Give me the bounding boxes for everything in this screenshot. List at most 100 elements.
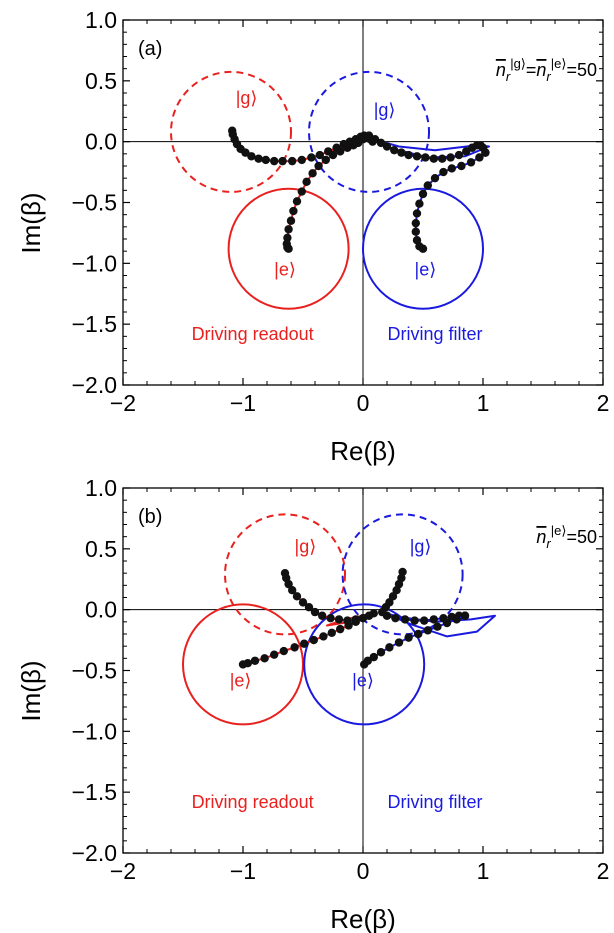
trajectory-point [284,244,293,253]
state-label-filter: |e⟩ [415,260,437,280]
trajectory-point [447,164,456,173]
trajectory-point [270,156,279,166]
trajectory-point [283,233,292,242]
dashed-circle-filter [308,70,430,193]
trajectory-point [307,153,316,162]
annotation-main-2: n [536,60,546,80]
state-label-readout: |g⟩ [295,536,317,556]
trajectory-point [319,632,328,641]
annotation-main: n [496,60,506,80]
annotation-sep: = [526,60,537,80]
trajectory-point [397,148,406,157]
parameter-annotation: nr|g⟩=nr|e⟩=50 [496,56,597,84]
trajectory-point [433,622,442,631]
y-tick-label: 0.5 [85,536,117,562]
trajectory-point [260,654,269,663]
trajectory-point [404,150,413,160]
y-axis-label: Im(β) [16,660,46,721]
x-tick-label: 0 [357,390,370,416]
trajectory-point [344,621,353,630]
x-axis-label: Re(β) [330,904,396,933]
trajectory-point [457,161,466,171]
solid-circle-filter [362,187,484,310]
solid-circle-readout [182,603,304,726]
driving-readout-label: Driving readout [192,792,314,812]
trajectory-point [454,150,464,160]
x-tick-label: 0 [357,858,370,884]
trajectory-point [308,169,317,178]
trajectory-point [429,615,438,624]
trajectory-point [404,633,413,642]
state-label-readout: |e⟩ [230,670,252,690]
trajectory-point [452,615,461,624]
trajectory-point [411,227,420,236]
y-tick-label: 1.0 [85,475,117,501]
trajectory-point [270,650,279,659]
y-tick-label: −0.5 [72,658,117,684]
trajectory-point [300,639,309,648]
trajectory-point [238,660,248,669]
driving-filter-label: Driving filter [387,792,482,812]
annotation-sup1: |g⟩ [510,56,526,71]
trajectory-point [423,181,432,190]
solid-circle-readout [227,187,350,310]
driving-filter-label: Driving filter [387,324,482,344]
state-label-filter: |g⟩ [374,100,396,120]
y-tick-label: −0.5 [72,190,117,216]
trajectory-point [438,154,447,163]
x-axis-label: Re(β) [330,436,396,466]
trajectory-point [351,617,360,627]
trajectory-point [430,173,440,183]
trajectory-point [286,216,296,225]
y-tick-label: −1.5 [72,779,117,805]
trajectory-point [418,189,428,199]
solid-circle-filter [303,603,426,726]
trajectory-line-readout [285,138,364,250]
y-tick-label: −2.0 [72,372,117,398]
trajectory-point [414,629,423,639]
state-label-filter: |e⟩ [352,670,374,690]
trajectory-line-filter [414,151,487,250]
annotation-sup2: |e⟩ [551,523,567,538]
trajectory-point [309,635,318,645]
trajectory-point [446,153,455,162]
trajectory-point [382,142,392,151]
trajectory-point [292,592,302,601]
y-axis-label: Im(β) [16,192,46,253]
annotation-sub-2: r [546,69,551,84]
trajectory-point [376,648,386,657]
trajectory-point [297,155,306,165]
dashed-circle-readout [170,70,292,193]
trajectory-point [327,628,336,637]
trajectory-point [385,643,394,652]
trajectory-point [288,586,297,595]
parameter-annotation: nr|e⟩=50 [536,523,597,551]
x-tick-label: −1 [230,390,256,416]
y-tick-label: −1.0 [72,718,117,744]
state-label-filter: |g⟩ [410,536,432,556]
trajectory-point [466,158,476,167]
trajectory-point [321,155,330,165]
y-tick-label: −1.5 [72,311,117,337]
x-tick-label: −1 [230,858,256,884]
trajectory-point [400,615,410,624]
trajectory-point [343,143,352,152]
trajectory-point [415,199,424,208]
trajectory-point [336,624,345,634]
trajectory-point [421,153,430,162]
y-tick-label: −1.0 [72,250,117,276]
trajectory-point [292,197,302,206]
trajectory-point [460,611,470,620]
trajectory-point [442,618,452,628]
trajectory-point [382,611,392,620]
trajectory-point [289,206,298,216]
trajectory-point [310,607,320,617]
trajectory-point [279,646,288,656]
trajectory-point [369,609,378,618]
trajectory-point [429,154,438,163]
dashed-circle-filter [341,513,464,636]
trajectory-point [247,152,256,161]
x-tick-label: 2 [597,390,610,416]
trajectory-point [314,161,323,171]
trajectory-point [358,613,368,623]
